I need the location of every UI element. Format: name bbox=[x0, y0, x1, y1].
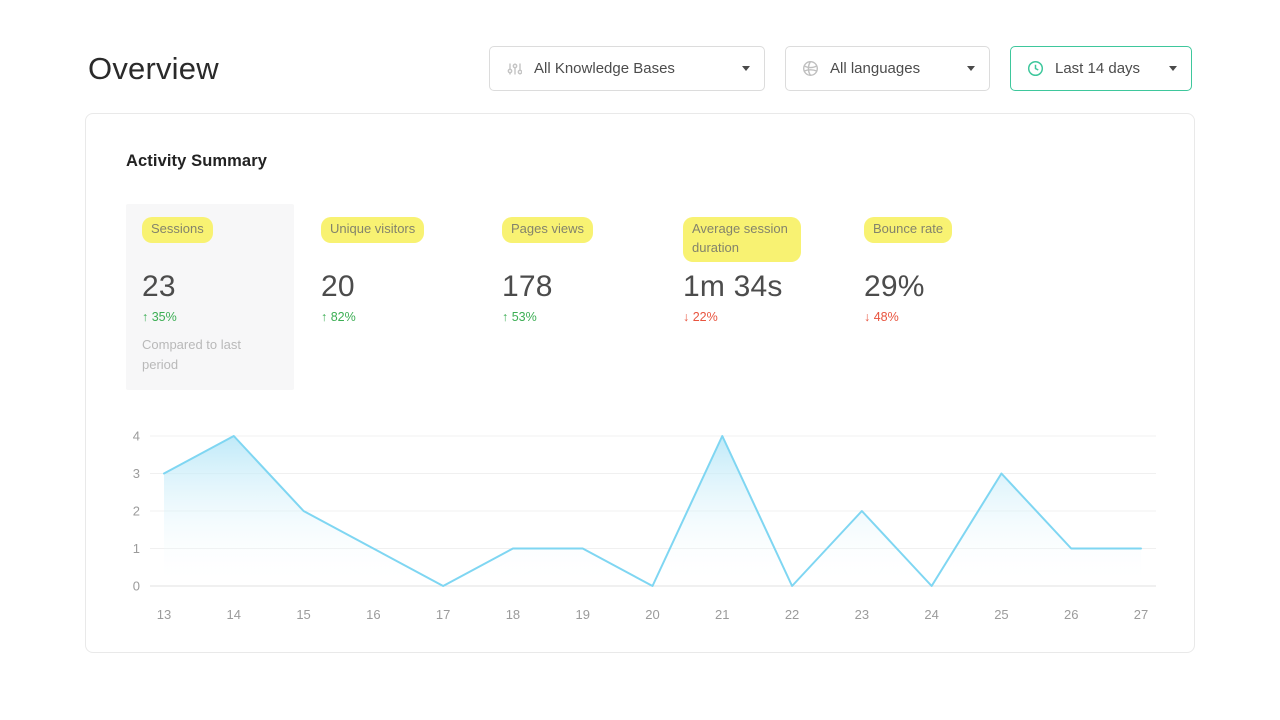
metric-label: Sessions bbox=[142, 217, 213, 243]
svg-text:21: 21 bbox=[715, 607, 729, 622]
chevron-down-icon bbox=[967, 66, 975, 71]
svg-text:13: 13 bbox=[157, 607, 171, 622]
filter-bar: All Knowledge Bases All languages bbox=[489, 46, 1192, 91]
knowledge-bases-value: All Knowledge Bases bbox=[534, 60, 675, 77]
metric-label: Pages views bbox=[502, 217, 593, 243]
svg-text:2: 2 bbox=[133, 504, 140, 519]
activity-summary-card: Activity Summary Sessions 23 ↑ 35% Compa… bbox=[85, 113, 1195, 653]
svg-text:25: 25 bbox=[994, 607, 1008, 622]
metric-label-zone: Average session duration bbox=[683, 217, 864, 270]
metric-delta: ↑ 82% bbox=[321, 310, 356, 324]
svg-text:4: 4 bbox=[133, 429, 140, 444]
page-title: Overview bbox=[88, 50, 219, 86]
metric-delta: ↓ 48% bbox=[864, 310, 899, 324]
metric-delta: ↑ 35% bbox=[142, 310, 177, 324]
svg-text:26: 26 bbox=[1064, 607, 1078, 622]
globe-icon bbox=[801, 60, 819, 78]
svg-text:0: 0 bbox=[133, 579, 140, 594]
chevron-down-icon bbox=[742, 66, 750, 71]
metric-bounce-rate: Bounce rate 29% ↓ 48% bbox=[864, 204, 1045, 324]
metric-sessions: Sessions 23 ↑ 35% Compared to last perio… bbox=[126, 204, 294, 390]
svg-text:23: 23 bbox=[855, 607, 869, 622]
metric-average-session-duration: Average session duration 1m 34s ↓ 22% bbox=[683, 204, 864, 324]
metric-delta: ↓ 22% bbox=[683, 310, 718, 324]
svg-text:20: 20 bbox=[645, 607, 659, 622]
overview-page: Overview All Knowledge Bases bbox=[0, 0, 1280, 653]
metric-value: 29% bbox=[864, 270, 925, 303]
svg-text:17: 17 bbox=[436, 607, 450, 622]
svg-text:19: 19 bbox=[575, 607, 589, 622]
metric-pages-views: Pages views 178 ↑ 53% bbox=[502, 204, 683, 324]
svg-text:24: 24 bbox=[924, 607, 938, 622]
metric-label-zone: Unique visitors bbox=[321, 217, 502, 270]
metric-value: 1m 34s bbox=[683, 270, 783, 303]
topbar: Overview All Knowledge Bases bbox=[0, 0, 1280, 91]
svg-text:1: 1 bbox=[133, 541, 140, 556]
metric-value: 178 bbox=[502, 270, 553, 303]
svg-text:14: 14 bbox=[227, 607, 241, 622]
knowledge-bases-dropdown[interactable]: All Knowledge Bases bbox=[489, 46, 765, 91]
metrics-row: Sessions 23 ↑ 35% Compared to last perio… bbox=[126, 204, 1154, 390]
svg-text:22: 22 bbox=[785, 607, 799, 622]
metric-label-zone: Sessions bbox=[142, 217, 278, 270]
metric-label-zone: Pages views bbox=[502, 217, 683, 270]
metric-label: Average session duration bbox=[683, 217, 801, 262]
date-range-dropdown[interactable]: Last 14 days bbox=[1010, 46, 1192, 91]
metric-unique-visitors: Unique visitors 20 ↑ 82% bbox=[321, 204, 502, 324]
svg-text:3: 3 bbox=[133, 466, 140, 481]
metric-label-zone: Bounce rate bbox=[864, 217, 1045, 270]
date-range-value: Last 14 days bbox=[1055, 60, 1141, 77]
metric-delta: ↑ 53% bbox=[502, 310, 537, 324]
card-title: Activity Summary bbox=[126, 152, 267, 170]
metric-value: 20 bbox=[321, 270, 355, 303]
metric-label: Bounce rate bbox=[864, 217, 953, 243]
svg-text:16: 16 bbox=[366, 607, 380, 622]
svg-text:18: 18 bbox=[506, 607, 520, 622]
metric-note: Compared to last period bbox=[142, 337, 241, 372]
metric-value: 23 bbox=[142, 270, 176, 303]
svg-text:27: 27 bbox=[1134, 607, 1148, 622]
languages-value: All languages bbox=[830, 60, 921, 77]
chevron-down-icon bbox=[1169, 66, 1177, 71]
clock-icon bbox=[1026, 60, 1044, 78]
languages-dropdown[interactable]: All languages bbox=[785, 46, 990, 91]
svg-text:15: 15 bbox=[296, 607, 310, 622]
metric-label: Unique visitors bbox=[321, 217, 425, 243]
knowledge-base-icon bbox=[505, 60, 523, 78]
